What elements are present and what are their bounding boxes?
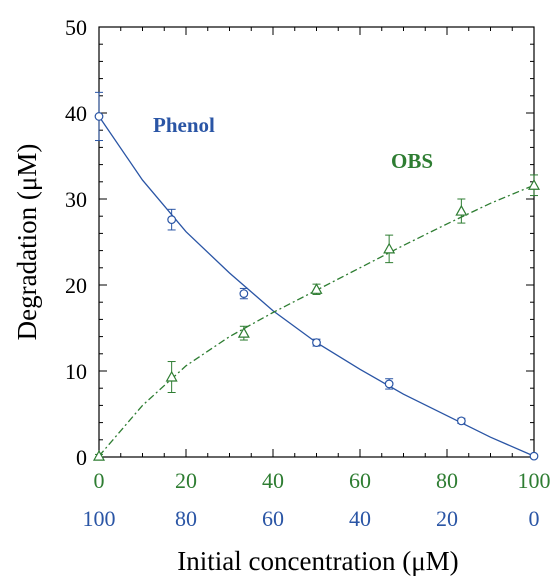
x-tick-label-phenol-scale: 40	[349, 506, 371, 531]
y-tick-label: 20	[65, 273, 87, 298]
x-tick-label-phenol-scale: 100	[83, 506, 116, 531]
y-axis: 0 10 20 30 40 50	[65, 15, 534, 470]
obs-point	[383, 242, 396, 254]
obs-point	[455, 204, 468, 216]
obs-point	[527, 179, 541, 190]
y-tick-label: 30	[65, 187, 87, 212]
phenol-point	[239, 289, 249, 299]
y-tick-label: 0	[76, 445, 87, 470]
x-tick-label-phenol-scale: 60	[262, 506, 284, 531]
y-axis-title: Degradation (μM)	[12, 144, 42, 341]
series-label-obs: OBS	[391, 149, 433, 173]
obs-point	[310, 283, 323, 294]
series-label-phenol: Phenol	[153, 113, 215, 137]
x-tick-label-phenol-scale: 80	[175, 506, 197, 531]
x-tick-label-phenol-scale: 0	[529, 506, 540, 531]
obs-point	[165, 370, 178, 382]
series-layer	[92, 91, 541, 461]
phenol-point	[384, 379, 394, 389]
phenol-point	[529, 451, 539, 461]
y-tick-label: 40	[65, 101, 87, 126]
x-tick-label-obs-scale: 100	[518, 468, 551, 493]
x-tick-label-obs-scale: 60	[349, 468, 371, 493]
x-axis-title: Initial concentration (μM)	[177, 546, 458, 576]
obs-point	[92, 449, 106, 461]
plot-frame	[98, 26, 535, 458]
phenol-point	[312, 338, 321, 348]
phenol-point	[167, 215, 177, 225]
x-tick-label-obs-scale: 20	[175, 468, 197, 493]
x-axis: 0 100 20 80 40 60 60 40 80 20 100 0	[83, 27, 551, 531]
phenol-point	[456, 416, 466, 426]
x-tick-label-phenol-scale: 20	[436, 506, 458, 531]
obs-fit-line	[98, 184, 535, 457]
y-tick-label: 10	[65, 359, 87, 384]
phenol-point	[94, 112, 104, 121]
x-tick-label-obs-scale: 0	[94, 468, 105, 493]
x-tick-label-obs-scale: 40	[262, 468, 284, 493]
y-tick-label: 50	[65, 15, 87, 40]
x-tick-label-obs-scale: 80	[436, 468, 458, 493]
obs-point	[237, 326, 250, 338]
